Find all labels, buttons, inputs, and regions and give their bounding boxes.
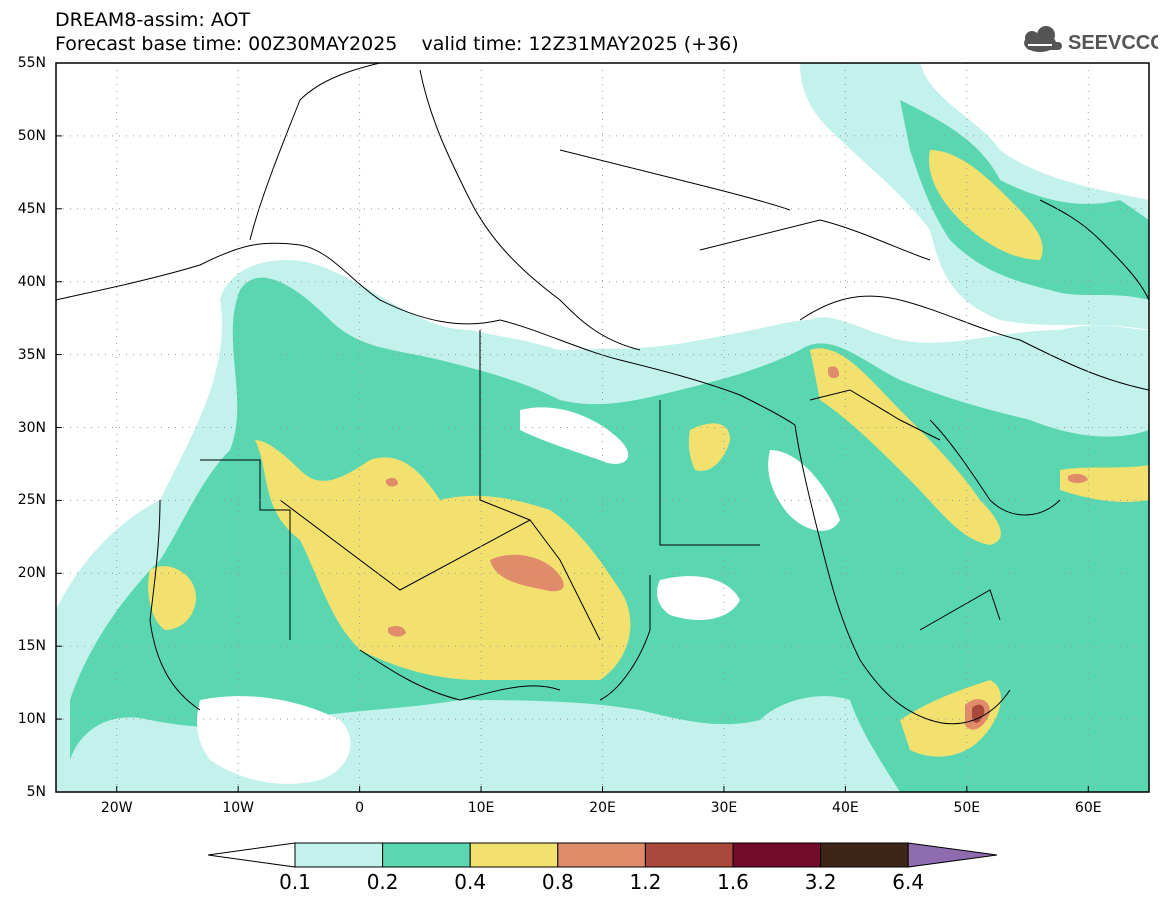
lat-tick-label: 50N: [17, 127, 46, 144]
aot-region-orange-mali: [388, 625, 406, 637]
aot-clear-redsea: [768, 450, 840, 531]
lat-tick-label: 5N: [26, 784, 46, 800]
colorbar-cell: [557, 842, 646, 868]
aot-region-yellow-sahara: [255, 440, 631, 680]
lat-tick-label: 30N: [17, 419, 46, 436]
lat-tick-label: 40N: [17, 273, 46, 290]
colorbar-cell: [820, 842, 909, 868]
colorbar-cell: [382, 842, 471, 868]
lon-tick-label: 50E: [953, 800, 981, 816]
colorbar-label: 0.8: [541, 870, 574, 894]
lon-tick-label: 10W: [222, 800, 254, 816]
lon-tick-label: 10E: [467, 800, 495, 816]
aot-region-yellow-iran: [1060, 465, 1149, 502]
aot-clear-gulfguinea: [197, 696, 351, 784]
colorbar-label: 0.1: [279, 870, 311, 894]
seevccc-logo: SEEVCCC: [1024, 26, 1158, 54]
colorbar-cell: [644, 842, 734, 868]
gridlines: [56, 63, 1149, 792]
map-title: DREAM8-assim: AOT: [55, 9, 251, 31]
colorbar-right-arrow: [907, 842, 998, 868]
logo-text: SEEVCCC: [1068, 32, 1158, 54]
colorbar-cell: [294, 842, 384, 868]
lat-tick-label: 45N: [17, 200, 46, 217]
lon-tick-label: 60E: [1074, 800, 1102, 816]
lat-tick-label: 20N: [17, 565, 46, 582]
aot-region-orange-iraq: [828, 366, 840, 379]
aot-region-orange-algeria: [386, 477, 398, 487]
colorbar-left-arrow: [207, 842, 296, 868]
colorbar-label: 3.2: [804, 870, 837, 894]
aot-region-yellow-horn: [900, 680, 1001, 757]
axis-ticks: [56, 62, 1089, 793]
lat-tick-label: 55N: [17, 55, 46, 71]
aot-region-yellow-egypt: [688, 423, 730, 471]
lon-tick-label: 20E: [589, 800, 616, 816]
colorbar-cell: [469, 842, 559, 868]
lat-tick-label: 25N: [17, 492, 46, 509]
lat-tick-label: 15N: [17, 638, 46, 655]
aot-clear-libya: [520, 407, 629, 464]
aot-clear-europe: [56, 63, 800, 350]
lon-tick-label: 30E: [710, 800, 738, 816]
colorbar-label: 1.2: [629, 870, 662, 894]
colorbar-label: 6.4: [892, 870, 925, 894]
aot-region-darkred-somalia: [972, 704, 985, 723]
lon-tick-label: 40E: [832, 800, 859, 816]
aot-region-yellow-arabia: [810, 348, 1001, 545]
lat-tick-label: 35N: [17, 346, 46, 363]
lon-tick-label: 20W: [100, 800, 133, 816]
aot-region-orange-gulf: [1068, 473, 1088, 483]
colorbar-cell: [732, 842, 822, 868]
aot-region-orange-chad: [490, 554, 564, 592]
aot-region-yellow-atlantic: [148, 566, 196, 630]
lon-tick-label: 0: [355, 800, 365, 816]
country-borders: [56, 63, 1149, 725]
colorbar-label: 0.2: [366, 870, 399, 894]
colorbar-label: 1.6: [717, 870, 749, 894]
map-subtitle: Forecast base time: 00Z30MAY2025 valid t…: [55, 33, 739, 55]
aot-region-yellow-caspian: [929, 150, 1043, 260]
lat-tick-label: 10N: [17, 711, 46, 728]
aot-region-green-caspian: [900, 100, 1149, 300]
colorbar-label: 0.4: [454, 870, 487, 894]
aot-clear-sudan: [657, 576, 740, 620]
